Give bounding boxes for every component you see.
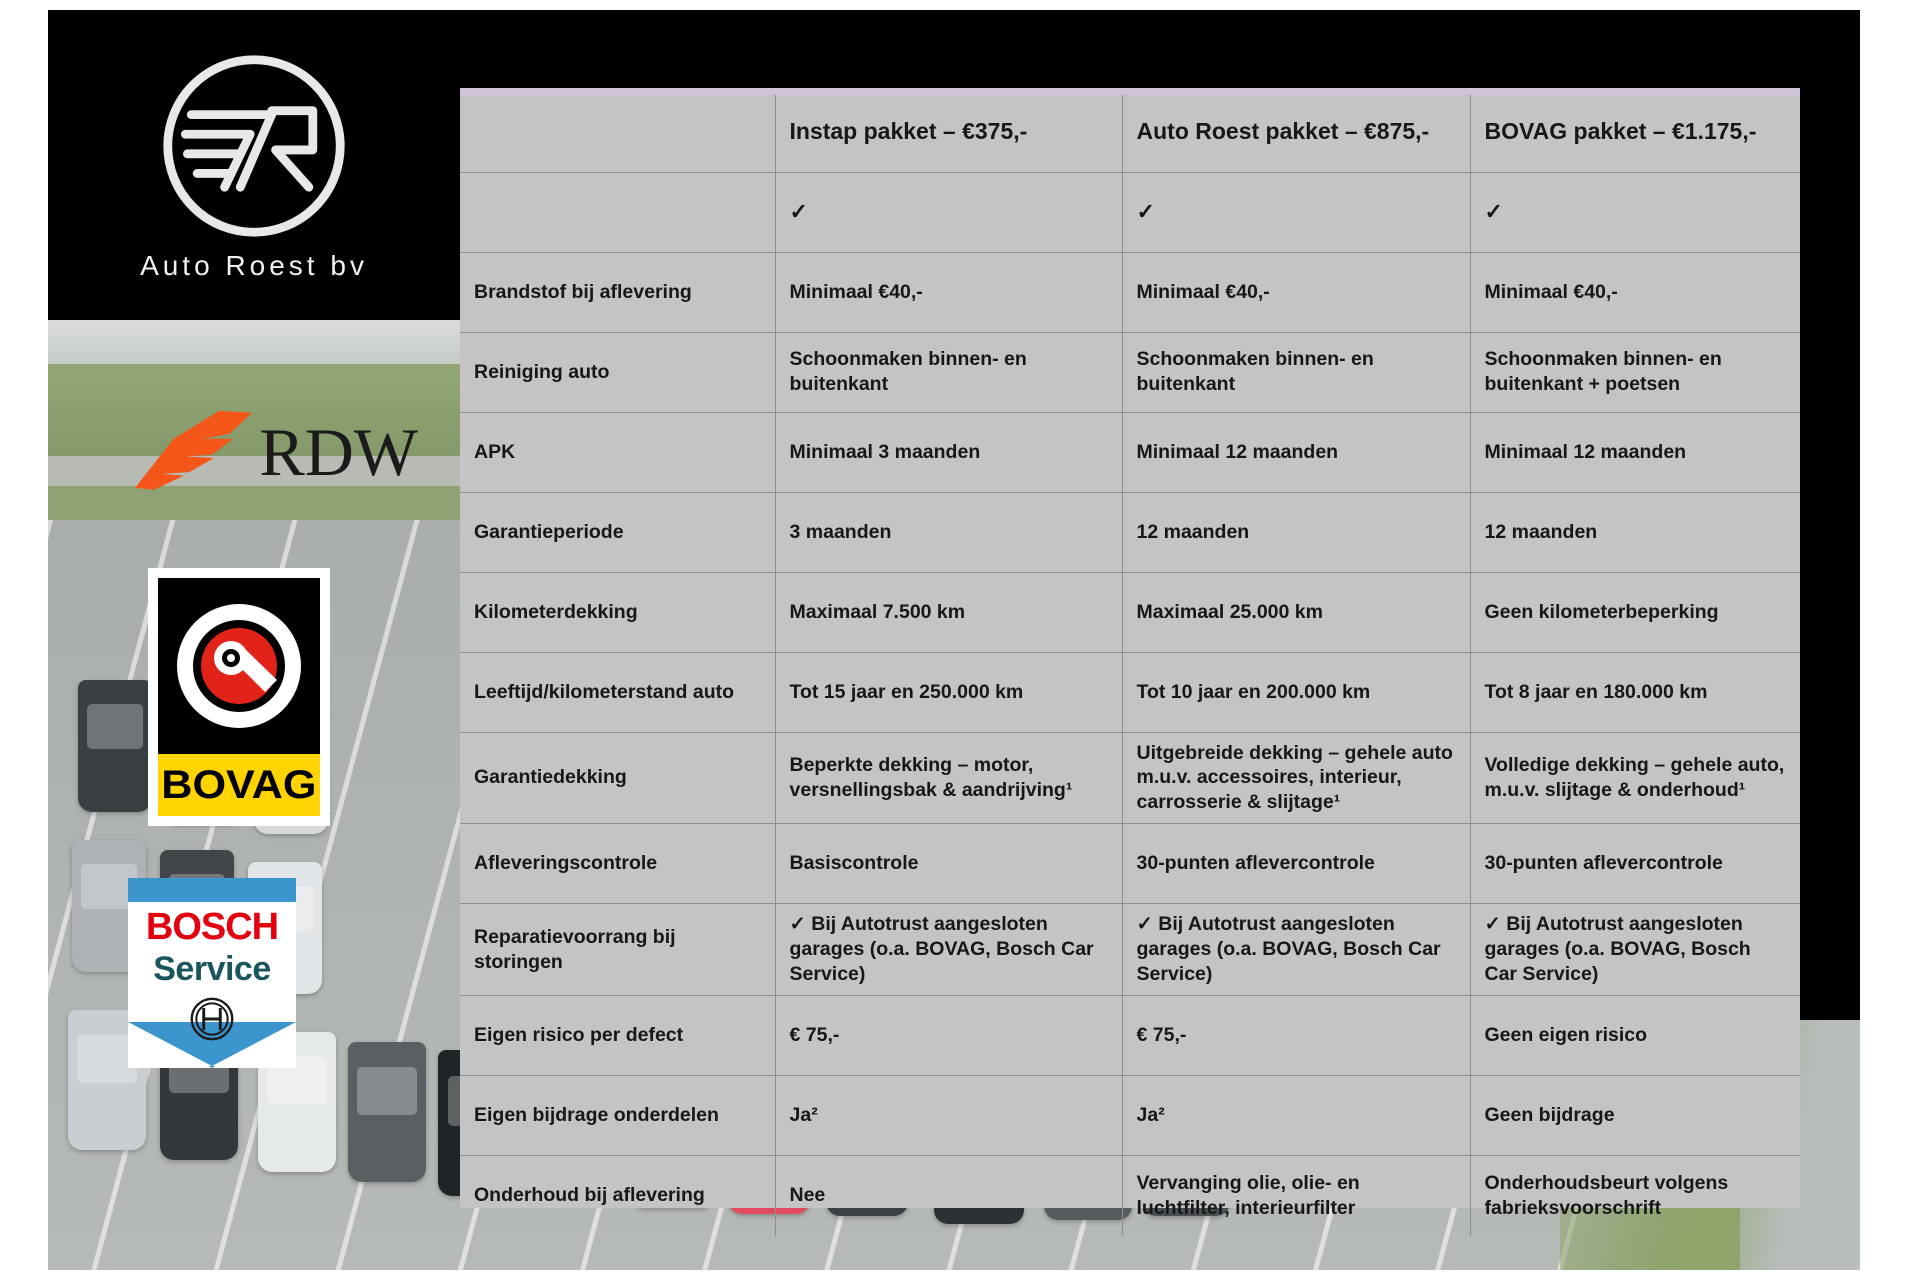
row-cell-bovag: Geen kilometerbeperking xyxy=(1470,572,1800,653)
package-comparison-table-container: Instap pakket – €375,- Auto Roest pakket… xyxy=(460,88,1800,1236)
bosch-service-label: Service xyxy=(153,950,271,988)
row-cell-instap: Tot 15 jaar en 250.000 km xyxy=(775,652,1123,733)
row-cell-auto-roest: Tot 10 jaar en 200.000 km xyxy=(1122,652,1471,733)
table-row: ✓ ✓ ✓ xyxy=(460,172,1800,253)
row-cell-bovag: Geen eigen risico xyxy=(1470,995,1800,1077)
rdw-orange-wing-icon xyxy=(135,410,253,490)
row-cell-instap: Minimaal 3 maanden xyxy=(775,412,1123,493)
table-body: ✓ ✓ ✓ Brandstof bij aflevering Minimaal … xyxy=(460,172,1800,1236)
row-cell-bovag: Geen bijdrage xyxy=(1470,1075,1800,1157)
auto-roest-wordmark: Auto Roest bv xyxy=(140,250,368,281)
row-cell-auto-roest: € 75,- xyxy=(1122,995,1471,1077)
row-label: APK xyxy=(460,412,776,493)
table-row: Garantiedekking Beperkte dekking – motor… xyxy=(460,732,1800,825)
bovag-steering-wheel-icon xyxy=(177,604,301,728)
row-cell-bovag: 30-punten aflevercontrole xyxy=(1470,823,1800,905)
row-cell-bovag: Minimaal €40,- xyxy=(1470,252,1800,333)
row-cell-instap: Ja² xyxy=(775,1075,1123,1157)
row-label: Leeftijd/kilometerstand auto xyxy=(460,652,776,733)
bovag-name-band: BOVAG xyxy=(158,754,320,816)
header-cell-instap: Instap pakket – €375,- xyxy=(775,95,1123,173)
table-row: Afleveringscontrole Basiscontrole 30-pun… xyxy=(460,823,1800,905)
row-label: Garantieperiode xyxy=(460,492,776,573)
table-row: Reiniging auto Schoonmaken binnen- en bu… xyxy=(460,332,1800,413)
row-cell-instap: Nee xyxy=(775,1155,1123,1236)
bovag-wordmark: BOVAG xyxy=(161,762,317,807)
parked-car xyxy=(78,680,152,812)
bosch-armature-icon xyxy=(190,997,234,1041)
row-label: Onderhoud bij aflevering xyxy=(460,1155,776,1236)
row-cell-auto-roest: ✓ xyxy=(1122,172,1471,253)
row-label: Afleveringscontrole xyxy=(460,823,776,905)
row-cell-auto-roest: 30-punten aflevercontrole xyxy=(1122,823,1471,905)
package-comparison-table: Instap pakket – €375,- Auto Roest pakket… xyxy=(460,95,1800,1236)
bovag-emblem-area xyxy=(158,578,320,754)
row-cell-instap: Beperkte dekking – motor, versnellingsba… xyxy=(775,732,1123,825)
table-row: Brandstof bij aflevering Minimaal €40,- … xyxy=(460,252,1800,333)
table-row: Onderhoud bij aflevering Nee Vervanging … xyxy=(460,1155,1800,1236)
row-label: Eigen risico per defect xyxy=(460,995,776,1077)
header-cell-auto-roest: Auto Roest pakket – €875,- xyxy=(1122,95,1471,173)
row-label: Brandstof bij aflevering xyxy=(460,252,776,333)
header-cell-feature xyxy=(460,95,776,173)
table-row: APK Minimaal 3 maanden Minimaal 12 maand… xyxy=(460,412,1800,493)
row-cell-auto-roest: Vervanging olie, olie- en luchtfilter, i… xyxy=(1122,1155,1471,1236)
table-row: Eigen bijdrage onderdelen Ja² Ja² Geen b… xyxy=(460,1075,1800,1157)
row-cell-auto-roest: Maximaal 25.000 km xyxy=(1122,572,1471,653)
table-row: Garantieperiode 3 maanden 12 maanden 12 … xyxy=(460,492,1800,573)
rdw-wordmark: RDW xyxy=(259,414,418,490)
bosch-white-chevron xyxy=(128,1022,296,1066)
row-cell-bovag: Volledige dekking – gehele auto, m.u.v. … xyxy=(1470,732,1800,825)
row-cell-bovag: 12 maanden xyxy=(1470,492,1800,573)
row-cell-instap: Minimaal €40,- xyxy=(775,252,1123,333)
bosch-service-badge: BOSCH Service xyxy=(128,878,296,1068)
table-row: Eigen risico per defect € 75,- € 75,- Ge… xyxy=(460,995,1800,1077)
row-cell-auto-roest: Minimaal €40,- xyxy=(1122,252,1471,333)
row-cell-auto-roest: Schoonmaken binnen- en buitenkant xyxy=(1122,332,1471,413)
row-label: Reparatievoorrang bij storingen xyxy=(460,903,776,997)
auto-roest-logo-panel: Auto Roest bv xyxy=(48,10,460,320)
row-label: Kilometerdekking xyxy=(460,572,776,653)
row-cell-instap: € 75,- xyxy=(775,995,1123,1077)
parked-car xyxy=(348,1042,426,1182)
bovag-badge: BOVAG xyxy=(148,568,330,826)
rdw-badge: RDW xyxy=(128,398,418,506)
row-label: Eigen bijdrage onderdelen xyxy=(460,1075,776,1157)
row-cell-bovag: Schoonmaken binnen- en buitenkant + poet… xyxy=(1470,332,1800,413)
row-cell-bovag: ✓ xyxy=(1470,172,1800,253)
row-cell-auto-roest: Ja² xyxy=(1122,1075,1471,1157)
row-cell-instap: ✓ xyxy=(775,172,1123,253)
bosch-wordmark: BOSCH xyxy=(145,906,279,948)
row-cell-instap: Schoonmaken binnen- en buitenkant xyxy=(775,332,1123,413)
row-cell-bovag: Minimaal 12 maanden xyxy=(1470,412,1800,493)
row-cell-instap: Maximaal 7.500 km xyxy=(775,572,1123,653)
table-header-row: Instap pakket – €375,- Auto Roest pakket… xyxy=(460,95,1800,173)
row-cell-auto-roest: Minimaal 12 maanden xyxy=(1122,412,1471,493)
auto-roest-circle-7r-icon xyxy=(163,55,345,237)
row-cell-bovag: Onderhoudsbeurt volgens fabrieksvoorschr… xyxy=(1484,1172,1729,1219)
row-label xyxy=(460,172,776,253)
row-label: Reiniging auto xyxy=(460,332,776,413)
table-row: Leeftijd/kilometerstand auto Tot 15 jaar… xyxy=(460,652,1800,733)
black-right-column xyxy=(1800,10,1860,1020)
row-cell-auto-roest: ✓ Bij Autotrust aangesloten garages (o.a… xyxy=(1122,903,1471,997)
row-cell-auto-roest: Uitgebreide dekking – gehele auto m.u.v.… xyxy=(1122,732,1471,825)
header-cell-bovag: BOVAG pakket – €1.175,- xyxy=(1470,95,1800,173)
row-label: Garantiedekking xyxy=(460,732,776,825)
table-row: Kilometerdekking Maximaal 7.500 km Maxim… xyxy=(460,572,1800,653)
row-cell-instap: 3 maanden xyxy=(775,492,1123,573)
table-row: Reparatievoorrang bij storingen ✓ Bij Au… xyxy=(460,903,1800,997)
row-cell-instap: ✓ Bij Autotrust aangesloten garages (o.a… xyxy=(775,903,1123,997)
row-cell-bovag: Tot 8 jaar en 180.000 km xyxy=(1470,652,1800,733)
row-cell-instap: Basiscontrole xyxy=(775,823,1123,905)
row-cell-bovag: ✓ Bij Autotrust aangesloten garages (o.a… xyxy=(1470,903,1800,997)
row-cell-auto-roest: 12 maanden xyxy=(1122,492,1471,573)
